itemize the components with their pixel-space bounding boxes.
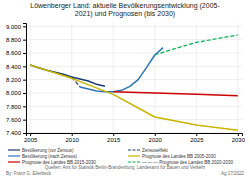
y-tick-mark: [23, 120, 26, 121]
y-tick: 8.000: [6, 90, 26, 96]
y-tick: 8.600: [6, 50, 26, 56]
y-tick: 8.800: [6, 37, 26, 43]
x-tick-label: 2005: [24, 137, 38, 143]
legend-swatch: [8, 149, 20, 150]
y-tick-label: 7.400: [6, 130, 22, 136]
y-tick-label: 7.600: [6, 117, 22, 123]
x-tick-label: 2030: [232, 137, 246, 143]
y-tick-label: 7.800: [6, 104, 22, 110]
legend-item: Bevölkerung (vor Zensus): [8, 148, 74, 153]
y-tick: 7.800: [6, 104, 26, 110]
x-tick: 2020: [149, 133, 163, 143]
y-tick-label: 8.800: [6, 37, 22, 43]
y-tick-label: 8.600: [6, 50, 22, 56]
y-tick-mark: [23, 66, 26, 67]
legend-swatch: [128, 161, 140, 162]
y-tick: 7.600: [6, 117, 26, 123]
x-axis-line: [27, 134, 243, 137]
x-tick: 2025: [190, 133, 204, 143]
y-tick-mark: [23, 106, 26, 107]
x-tick-label: 2010: [66, 137, 80, 143]
y-grid-line: [26, 53, 242, 54]
x-tick: 2005: [24, 133, 38, 143]
y-tick-label: 8.000: [6, 90, 22, 96]
x-tick-label: 2020: [149, 137, 163, 143]
x-tick-mark: [30, 133, 31, 136]
legend: Bevölkerung (vor Zensus) Zensuseffekt Bevö…: [8, 148, 234, 165]
legend-swatch: [128, 155, 140, 156]
legend-label: — — — Prognose des Landes BB 2020-2030: [142, 160, 234, 165]
title-line: Löwenberger Land: aktuelle Bevölkerungse…: [30, 2, 220, 10]
lines: [30, 35, 238, 130]
x-grid-line: [30, 23, 31, 133]
footnote: Ag 17/2022: [221, 171, 245, 176]
y-tick-label: 9.000: [6, 24, 22, 30]
legend-swatch: [8, 155, 20, 156]
x-tick-mark: [113, 133, 114, 136]
y-tick: 7.400: [6, 130, 26, 136]
title-line: 2021) und Prognosen (bis 2030): [75, 10, 175, 18]
legend-label: Bevölkerung (nach Zensus): [22, 154, 78, 159]
y-tick: 9.000: [6, 24, 26, 30]
x-tick: 2030: [232, 133, 246, 143]
footnote: By: Franz G. Ellerbeck: [6, 171, 52, 176]
x-tick-mark: [72, 133, 73, 136]
y-tick: 8.200: [6, 77, 26, 83]
y-grid-line: [26, 79, 242, 80]
x-tick-label: 2015: [107, 137, 121, 143]
y-tick-label: 8.200: [6, 77, 22, 83]
x-tick: 2015: [107, 133, 121, 143]
y-tick-mark: [23, 93, 26, 94]
x-grid-line: [237, 23, 238, 133]
x-tick: 2010: [66, 133, 80, 143]
x-tick-mark: [196, 133, 197, 136]
legend-item: Bevölkerung (nach Zensus): [8, 154, 78, 159]
series-line: [113, 92, 238, 96]
y-axis: 7.400 7.600 7.800 8.000 8.200 8.400 8.600 8.800…: [6, 24, 27, 137]
x-grid-line: [196, 23, 197, 133]
y-grid-line: [26, 26, 242, 27]
series-line: [80, 48, 163, 92]
legend-swatch: [8, 161, 20, 162]
chart: Löwenberger Land: aktuelle Bevölkerungse…: [0, 0, 250, 177]
legend-label: Zensuseffekt: [142, 148, 168, 153]
series-line: [30, 65, 238, 130]
y-axis-line: [23, 24, 27, 134]
y-grid-line: [26, 119, 242, 120]
y-grid-line: [26, 66, 242, 67]
y-tick-label: 8.400: [6, 64, 22, 70]
plot-area: 2005 2010 2015 2020 2025 2030 7.400 7.600 7.800 8…: [6, 23, 246, 143]
x-tick-mark: [238, 133, 239, 136]
x-tick-mark: [155, 133, 156, 136]
x-grid-line: [113, 23, 114, 133]
grid: [26, 23, 242, 133]
legend-item: Prognose des Landes BB 2005-2030: [128, 154, 216, 159]
series-line: [155, 35, 238, 55]
y-tick-mark: [23, 133, 26, 134]
footnote: Quellen: Amt für Statistik Berlin-Brande…: [45, 165, 206, 170]
legend-swatch: [128, 149, 140, 150]
legend-label: Bevölkerung (vor Zensus): [22, 148, 74, 153]
y-tick-mark: [23, 53, 26, 54]
legend-label: Prognose des Landes BB 2005-2030: [142, 154, 216, 159]
legend-item: Prognose des Landes BB 2015-2030: [8, 160, 96, 165]
legend-item: — — — Prognose des Landes BB 2020-2030: [128, 160, 234, 165]
y-tick-mark: [23, 40, 26, 41]
x-axis: 2005 2010 2015 2020 2025 2030: [24, 133, 246, 143]
x-tick-label: 2025: [190, 137, 204, 143]
legend-label: Prognose des Landes BB 2015-2030: [22, 160, 96, 165]
y-tick-mark: [23, 26, 26, 27]
y-tick-mark: [23, 80, 26, 81]
y-tick: 8.400: [6, 64, 26, 70]
title: Löwenberger Land: aktuelle Bevölkerungse…: [30, 2, 220, 18]
legend-item: Zensuseffekt: [128, 148, 168, 153]
